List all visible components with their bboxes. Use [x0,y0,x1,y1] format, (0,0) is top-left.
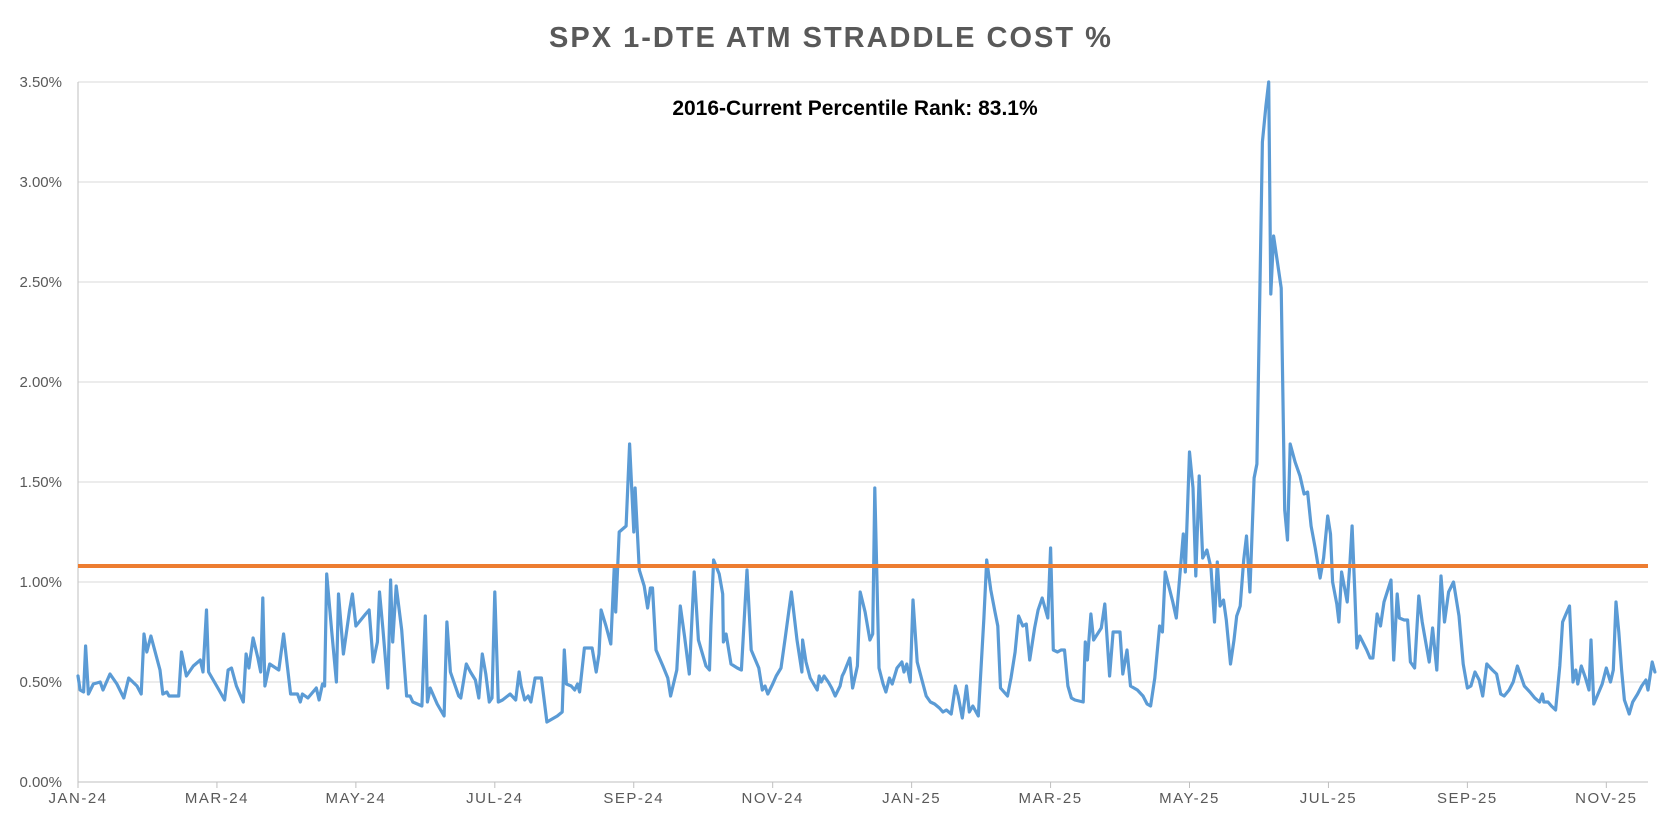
y-tick-label: 0.00% [19,774,62,791]
x-tick-label: MAY-25 [1159,790,1220,807]
x-tick-label: SEP-25 [1437,790,1498,807]
x-tick-label: MAR-25 [1019,790,1083,807]
x-tick-label: NOV-24 [742,790,804,807]
chart-title: SPX 1-DTE ATM STRADDLE COST % [549,22,1113,54]
series-line-straddle-cost [76,80,1657,724]
x-tick-label: JAN-24 [48,790,107,807]
y-tick-label: 2.50% [19,274,62,291]
y-tick-label: 1.50% [19,474,62,491]
x-tick-label: MAR-24 [185,790,249,807]
x-tick-label: SEP-24 [603,790,664,807]
y-tick-label: 2.00% [19,374,62,391]
x-tick-label: NOV-25 [1575,790,1637,807]
x-tick-label: JUL-25 [1300,790,1357,807]
y-tick-label: 1.00% [19,574,62,591]
gridlines [78,81,1648,683]
x-tick-label: MAY-24 [326,790,387,807]
y-tick-label: 0.50% [19,674,62,691]
y-axis-tick-labels: 0.00% 0.50% 1.00% 1.50% 2.00% 2.50% 3.00% 3.50% [19,74,62,791]
x-tick-label: JUL-24 [466,790,523,807]
y-tick-label: 3.50% [19,74,62,91]
percentile-rank-annotation: 2016-Current Percentile Rank: 83.1% [672,97,1038,120]
y-tick-label: 3.00% [19,174,62,191]
x-tick-label: JAN-25 [882,790,941,807]
x-axis-tick-labels: JAN-24 MAR-24 MAY-24 JUL-24 SEP-24 NOV-24 JAN-… [48,782,1637,807]
